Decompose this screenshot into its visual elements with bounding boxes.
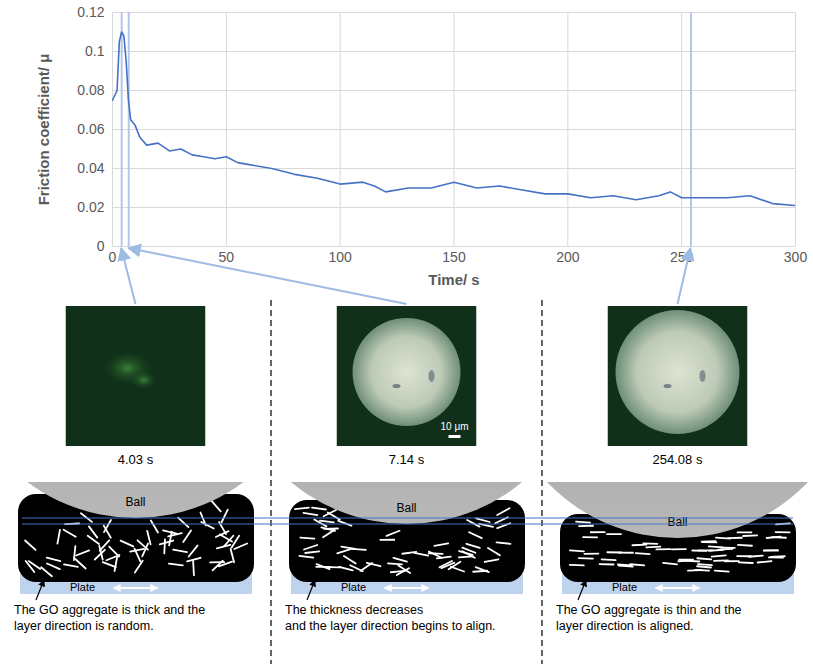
svg-text:0.1: 0.1 [85, 43, 105, 59]
svg-text:4.03 s: 4.03 s [118, 452, 154, 467]
svg-text:100: 100 [328, 249, 352, 265]
svg-text:10 μm: 10 μm [441, 421, 469, 432]
svg-text:250: 250 [670, 249, 694, 265]
svg-text:0.02: 0.02 [77, 199, 104, 215]
svg-text:Plate: Plate [612, 581, 637, 593]
svg-text:Ball: Ball [667, 515, 687, 529]
svg-text:The GO aggregate is thin and t: The GO aggregate is thin and thelayer di… [556, 603, 742, 633]
svg-text:The thickness decreasesand the: The thickness decreasesand the layer dir… [285, 603, 496, 633]
svg-text:0.08: 0.08 [77, 82, 104, 98]
svg-text:Friction coefficient/ μ: Friction coefficient/ μ [35, 54, 52, 206]
svg-text:150: 150 [442, 249, 466, 265]
svg-text:300: 300 [784, 249, 808, 265]
svg-text:200: 200 [556, 249, 580, 265]
svg-text:0: 0 [109, 249, 117, 265]
svg-text:7.14 s: 7.14 s [389, 452, 425, 467]
svg-text:The GO aggregate is thick and: The GO aggregate is thick and thelayer d… [14, 603, 205, 633]
svg-text:0.04: 0.04 [77, 160, 104, 176]
svg-text:Ball: Ball [125, 495, 145, 509]
svg-text:Plate: Plate [341, 581, 366, 593]
svg-text:0.06: 0.06 [77, 121, 104, 137]
svg-text:254.08 s: 254.08 s [653, 452, 703, 467]
svg-text:Ball: Ball [396, 501, 416, 515]
svg-text:Time/ s: Time/ s [428, 271, 479, 288]
svg-text:50: 50 [219, 249, 235, 265]
svg-text:Plate: Plate [70, 581, 95, 593]
svg-text:0.12: 0.12 [77, 4, 104, 20]
svg-text:0: 0 [97, 238, 105, 254]
